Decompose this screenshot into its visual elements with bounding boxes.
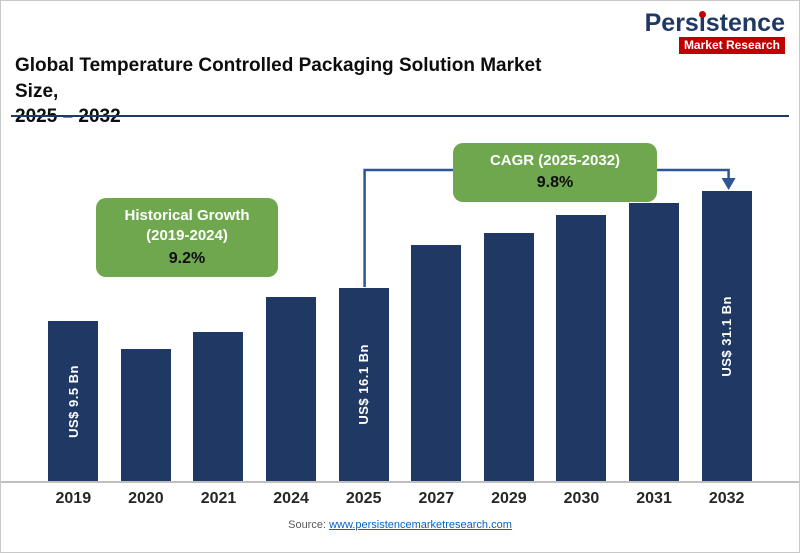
bar-chart: US$ 9.5 Bn US$ 16.1 Bn bbox=[1, 131, 799, 508]
x-label-2032: 2032 bbox=[708, 490, 745, 507]
cagr-label: CAGR (2025-2032) bbox=[489, 152, 621, 169]
logo-wordmark: Persistence bbox=[645, 11, 785, 36]
logo-market-research-text: Market Research bbox=[678, 37, 785, 54]
chart-title-line2: 2025 – 2032 bbox=[15, 106, 121, 128]
x-label-2029: 2029 bbox=[491, 490, 527, 507]
bar-2024 bbox=[266, 297, 317, 481]
bar-2029 bbox=[483, 233, 534, 481]
logo-i-dot bbox=[698, 11, 706, 18]
x-label-2019: 2019 bbox=[55, 490, 92, 507]
bar-value-label-2025: US$ 16.1 Bn bbox=[356, 344, 372, 425]
chart-title-line1: Global Temperature Controlled Packaging … bbox=[15, 55, 542, 102]
bar-2027 bbox=[411, 245, 462, 481]
bar-slot-2025: US$ 16.1 Bn bbox=[327, 131, 400, 481]
bar-2025: US$ 16.1 Bn bbox=[338, 288, 389, 481]
x-axis-labels: 2019 2020 2021 2024 2025 2027 2029 2030 … bbox=[1, 490, 799, 508]
bar-2020 bbox=[120, 349, 171, 481]
bar-slot-2029 bbox=[473, 131, 546, 481]
historical-growth-period: (2019-2024) bbox=[146, 227, 228, 245]
source-prefix: Source: bbox=[288, 519, 330, 531]
bar-value-label-2032: US$ 31.1 Bn bbox=[719, 295, 735, 377]
historical-growth-value: 9.2% bbox=[168, 249, 206, 267]
bar-slot-2019: US$ 9.5 Bn bbox=[37, 131, 110, 481]
x-label-2024: 2024 bbox=[273, 490, 309, 507]
bar-slot-2030 bbox=[545, 131, 618, 481]
source-link[interactable]: www.persistencemarketresearch.com bbox=[329, 519, 512, 531]
bars-area: US$ 9.5 Bn US$ 16.1 Bn bbox=[1, 131, 799, 483]
title-divider bbox=[11, 115, 789, 117]
chart-title: Global Temperature Controlled Packaging … bbox=[15, 53, 589, 130]
bar-slot-2024 bbox=[255, 131, 328, 481]
bar-value-label-2019: US$ 9.5 Bn bbox=[65, 364, 81, 438]
x-label-2025: 2025 bbox=[345, 490, 382, 507]
x-label-2020: 2020 bbox=[128, 490, 164, 507]
bar-2030 bbox=[556, 215, 607, 481]
source-line: Source: www.persistencemarketresearch.co… bbox=[1, 519, 799, 531]
bar-slot-2020 bbox=[110, 131, 183, 481]
historical-growth-callout: Historical Growth (2019-2024) 9.2% bbox=[96, 198, 278, 278]
cagr-value: 9.8% bbox=[536, 174, 574, 192]
x-label-2027: 2027 bbox=[418, 490, 455, 507]
bar-slot-2032: US$ 31.1 Bn bbox=[690, 131, 763, 481]
bar-slot-2021 bbox=[182, 131, 255, 481]
x-label-2030: 2030 bbox=[563, 490, 600, 507]
logo: Persistence Market Research bbox=[645, 11, 785, 54]
bar-slot-2031 bbox=[618, 131, 691, 481]
logo-persistence-text: Persistence bbox=[644, 9, 785, 37]
bar-2019: US$ 9.5 Bn bbox=[48, 321, 99, 481]
x-label-2031: 2031 bbox=[636, 490, 672, 507]
bar-2031 bbox=[629, 203, 680, 481]
bar-2032: US$ 31.1 Bn bbox=[701, 191, 752, 481]
x-label-2021: 2021 bbox=[200, 490, 237, 507]
historical-growth-label: Historical Growth bbox=[124, 207, 250, 224]
cagr-callout: CAGR (2025-2032) 9.8% bbox=[453, 143, 657, 202]
bar-2021 bbox=[193, 332, 244, 481]
